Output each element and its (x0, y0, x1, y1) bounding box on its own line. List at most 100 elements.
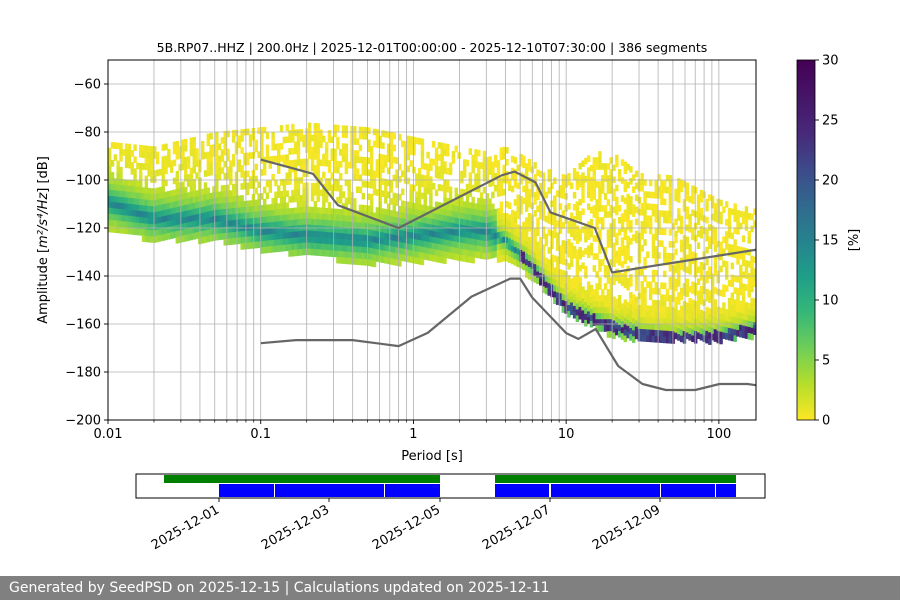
density-cell (339, 185, 343, 192)
density-cell (578, 288, 582, 296)
density-cell (741, 289, 746, 297)
density-cell (316, 135, 320, 142)
density-cell (116, 196, 120, 204)
density-cell (437, 244, 442, 251)
density-cell (547, 211, 551, 218)
density-cell (153, 194, 157, 201)
density-cell (237, 237, 242, 245)
density-cell (226, 232, 230, 240)
density-cell (361, 168, 365, 176)
density-cell (603, 301, 608, 308)
density-cell (229, 226, 233, 233)
density-cell (434, 147, 439, 155)
density-cell (274, 245, 278, 253)
density-cell (595, 223, 599, 230)
density-cell (558, 203, 563, 210)
density-cell (555, 190, 560, 197)
density-cell (493, 154, 498, 162)
density-cell (668, 241, 673, 248)
density-cell (496, 190, 501, 197)
density-cell (603, 307, 608, 314)
density-cell (122, 179, 126, 186)
density-cell (682, 265, 687, 272)
density-cell (699, 225, 704, 233)
density-cell (347, 227, 351, 235)
density-cell (685, 266, 689, 274)
density-cell (513, 175, 518, 182)
density-cell (648, 203, 653, 211)
density-cell (257, 181, 261, 189)
density-cell (184, 228, 188, 236)
density-cell (262, 126, 267, 134)
density-cell (223, 130, 227, 138)
density-cell (265, 192, 270, 200)
density-cell (626, 301, 630, 309)
density-cell (682, 289, 687, 296)
density-cell (485, 193, 489, 200)
density-cell (358, 252, 363, 260)
density-cell (341, 191, 346, 198)
density-cell (626, 313, 630, 321)
density-cell (319, 189, 323, 197)
density-cell (668, 301, 673, 308)
density-cell (505, 213, 509, 220)
density-cell (710, 213, 715, 221)
density-cell (209, 150, 213, 158)
density-cell (277, 215, 281, 222)
density-cell (234, 195, 239, 203)
density-cell (302, 158, 306, 166)
density-cell (586, 233, 591, 240)
density-cell (623, 275, 627, 283)
density-cell (533, 240, 537, 247)
density-cell (685, 308, 689, 316)
density-cell (322, 159, 326, 167)
x-tick-label: 10 (558, 427, 575, 442)
density-cell (651, 275, 656, 283)
density-cell (691, 281, 695, 289)
density-cell (581, 184, 585, 192)
density-cell (550, 284, 554, 292)
density-cell (355, 228, 360, 235)
density-cell (510, 155, 515, 163)
density-cell (536, 205, 540, 213)
density-cell (479, 192, 484, 199)
density-cell (648, 293, 653, 301)
density-cell (372, 140, 377, 148)
density-cell (648, 311, 653, 319)
density-cell (296, 237, 301, 244)
density-cell (364, 133, 368, 140)
density-cell (277, 191, 281, 198)
density-cell (581, 286, 585, 294)
density-cell (285, 190, 289, 198)
density-cell (446, 227, 450, 235)
density-cell (375, 165, 380, 172)
density-cell (462, 165, 467, 172)
availability-date-label: 2025-12-01 (149, 502, 222, 553)
density-cell (699, 327, 704, 335)
density-cell (293, 129, 298, 137)
density-cell (440, 220, 444, 228)
density-cell (437, 208, 442, 215)
density-cell (184, 210, 188, 218)
density-cell (124, 185, 129, 193)
density-cell (386, 257, 391, 265)
density-cell (710, 291, 715, 299)
density-cell (753, 304, 756, 312)
density-cell (127, 221, 132, 229)
density-cell (589, 188, 594, 196)
density-cell (539, 170, 543, 178)
density-cell (167, 226, 171, 234)
density-cell (260, 145, 264, 152)
density-cell (409, 160, 413, 167)
density-cell (336, 184, 340, 192)
density-cell (288, 232, 292, 239)
density-cell (226, 226, 230, 234)
density-cell (696, 332, 701, 340)
density-cell (558, 257, 563, 264)
density-cell (277, 209, 281, 216)
density-cell (257, 199, 261, 207)
density-cell (189, 167, 194, 175)
density-cell (403, 219, 408, 226)
density-cell (432, 248, 436, 256)
density-cell (181, 157, 185, 165)
